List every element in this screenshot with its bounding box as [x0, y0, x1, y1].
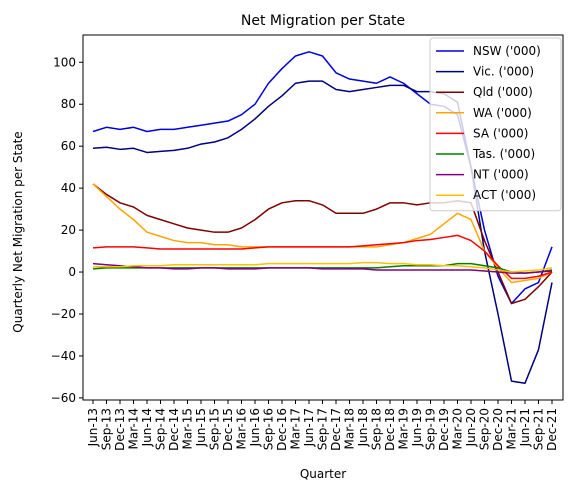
x-tick-label: Mar-14 — [127, 408, 141, 449]
x-tick-label: Dec-14 — [167, 408, 181, 451]
legend-entry: NSW ('000) — [473, 44, 541, 58]
x-tick-label: Sep-15 — [208, 408, 222, 450]
x-tick-label: Dec-21 — [545, 408, 559, 451]
x-tick-label: Mar-20 — [451, 408, 465, 449]
y-axis-label: Quarterly Net Migration per State — [11, 131, 25, 332]
x-axis-label: Quarter — [300, 467, 346, 481]
x-tick-label: Sep-20 — [478, 408, 492, 450]
x-tick-label: Sep-16 — [262, 408, 276, 450]
series-line — [92, 262, 553, 274]
x-tick-label: Mar-21 — [505, 408, 519, 449]
x-tick-label: Sep-21 — [532, 408, 546, 450]
y-axis: −60 −40 −20 0 20 40 60 80 100 — [51, 55, 83, 405]
x-tick-label: Mar-18 — [343, 408, 357, 449]
y-tick-label: −20 — [51, 307, 76, 321]
legend-entry: Tas. ('000) — [472, 147, 535, 161]
x-tick-label: Jun-16 — [248, 408, 262, 447]
x-tick-label: Jun-18 — [356, 408, 370, 447]
legend-entry: SA ('000) — [473, 126, 528, 140]
x-axis: Jun-13 Sep-13 Dec-13 Mar-14 Jun-14 Sep-14 Dec-… — [86, 400, 559, 451]
legend: NSW ('000) Vic. ('000) Qld ('000) WA ('000)… — [429, 37, 562, 212]
x-tick-label: Jun-17 — [302, 408, 316, 447]
y-tick-label: 20 — [61, 223, 76, 237]
x-tick-label: Jun-21 — [518, 408, 532, 447]
legend-entry: Qld ('000) — [473, 85, 533, 99]
legend-entry: NT ('000) — [473, 168, 529, 182]
x-tick-label: Dec-20 — [491, 408, 505, 451]
x-tick-label: Dec-16 — [275, 408, 289, 451]
x-tick-label: Sep-14 — [154, 408, 168, 450]
x-tick-label: Dec-17 — [329, 408, 343, 451]
y-tick-label: 100 — [53, 55, 76, 69]
x-tick-label: Dec-18 — [383, 408, 397, 451]
chart-title: Net Migration per State — [241, 13, 405, 29]
y-tick-label: −40 — [51, 349, 76, 363]
y-tick-label: 80 — [61, 97, 76, 111]
y-tick-label: 40 — [61, 181, 76, 195]
x-tick-label: Jun-20 — [464, 408, 478, 447]
x-tick-label: Mar-17 — [289, 408, 303, 449]
legend-entry: ACT ('000) — [473, 188, 536, 202]
x-tick-label: Sep-18 — [370, 408, 384, 450]
x-tick-label: Dec-19 — [437, 408, 451, 451]
series-line — [93, 261, 553, 273]
x-tick-label: Mar-15 — [181, 408, 195, 449]
x-tick-label: Jun-19 — [410, 408, 424, 447]
x-tick-label: Sep-17 — [316, 408, 330, 450]
legend-box — [429, 37, 562, 212]
series-line — [92, 183, 553, 305]
legend-entry: Vic. ('000) — [473, 65, 534, 79]
x-tick-label: Jun-15 — [194, 408, 208, 447]
y-tick-label: 0 — [68, 265, 76, 279]
x-tick-label: Dec-13 — [113, 408, 127, 451]
y-tick-label: −60 — [51, 391, 76, 405]
x-tick-label: Sep-19 — [424, 408, 438, 450]
x-tick-label: Dec-15 — [221, 408, 235, 451]
legend-entry: WA ('000) — [473, 106, 532, 120]
x-tick-label: Jun-13 — [86, 408, 100, 447]
x-tick-label: Sep-13 — [100, 408, 114, 450]
x-tick-label: Mar-19 — [397, 408, 411, 449]
y-tick-label: 60 — [61, 139, 76, 153]
x-tick-label: Jun-14 — [140, 408, 154, 447]
series-line — [92, 234, 553, 280]
x-tick-label: Mar-16 — [235, 408, 249, 449]
